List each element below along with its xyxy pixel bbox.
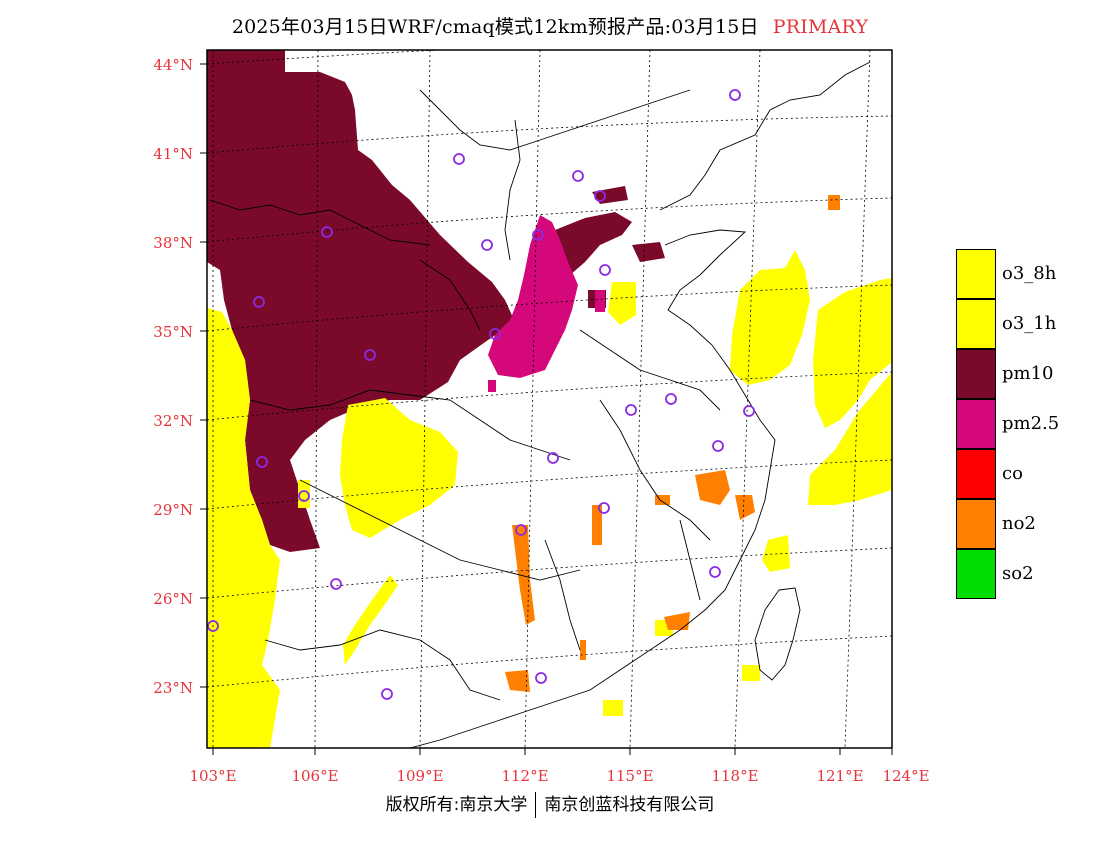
o3-west-region	[207, 308, 280, 748]
o3-sea-north	[730, 250, 810, 385]
lat-label: 35°N	[153, 323, 193, 341]
title-tag: PRIMARY	[772, 16, 869, 38]
legend-label: pm2.5	[1002, 413, 1060, 434]
axis-ticks	[200, 63, 893, 755]
lon-label: 103°E	[189, 767, 236, 785]
lat-label: 26°N	[153, 590, 193, 608]
lat-label: 32°N	[153, 412, 193, 430]
copyright-right: 南京创蓝科技有限公司	[544, 795, 715, 815]
lat-label: 23°N	[153, 679, 193, 697]
legend-label: no2	[1002, 513, 1036, 534]
pm10-region	[207, 50, 515, 552]
legend-label: pm10	[1002, 363, 1054, 384]
legend-swatch	[956, 449, 996, 499]
copyright-left: 版权所有:南京大学	[385, 795, 528, 815]
legend-swatch	[956, 499, 996, 549]
o3-sea-south	[808, 372, 892, 505]
legend-label: o3_1h	[1002, 313, 1057, 334]
graticule	[207, 50, 892, 748]
city-markers	[207, 89, 755, 700]
map-area	[207, 50, 892, 748]
lon-label: 118°E	[711, 767, 758, 785]
pm25-region	[488, 215, 578, 378]
lon-label: 121°E	[816, 767, 863, 785]
lon-label: 112°E	[501, 767, 548, 785]
lat-label: 41°N	[153, 145, 193, 163]
lon-label: 109°E	[396, 767, 443, 785]
footer-divider	[535, 792, 537, 818]
legend-swatch	[956, 299, 996, 349]
copyright-footer: 版权所有:南京大学 南京创蓝科技有限公司	[0, 790, 1100, 818]
legend-swatch	[956, 349, 996, 399]
map-title: 2025年03月15日WRF/cmaq模式12km预报产品:03月15日 PRIM…	[0, 12, 1100, 39]
lon-label: 124°E	[882, 767, 929, 785]
map-frame	[206, 49, 893, 749]
coastline	[209, 61, 871, 748]
no2-region	[512, 525, 535, 625]
lat-label: 44°N	[153, 56, 193, 74]
legend-label: so2	[1002, 563, 1034, 584]
pm10-north-patch	[555, 212, 632, 275]
legend-label: co	[1002, 463, 1023, 484]
lon-label: 115°E	[606, 767, 653, 785]
lon-labels: 103°E 106°E 109°E 112°E 115°E 118°E 121°…	[189, 767, 929, 785]
legend-swatch	[956, 249, 996, 299]
legend-label: o3_8h	[1002, 263, 1057, 284]
o3-sea-east	[813, 278, 892, 428]
lat-label: 38°N	[153, 234, 193, 252]
lat-labels: 44°N 41°N 38°N 35°N 32°N 29°N 26°N 23°N	[153, 56, 193, 697]
legend-swatch	[956, 399, 996, 449]
legend-swatch	[956, 549, 996, 599]
o3-sichuan-region	[340, 398, 458, 538]
title-main: 2025年03月15日WRF/cmaq模式12km预报产品:03月15日	[231, 16, 759, 38]
lat-label: 29°N	[153, 501, 193, 519]
lon-label: 106°E	[291, 767, 338, 785]
